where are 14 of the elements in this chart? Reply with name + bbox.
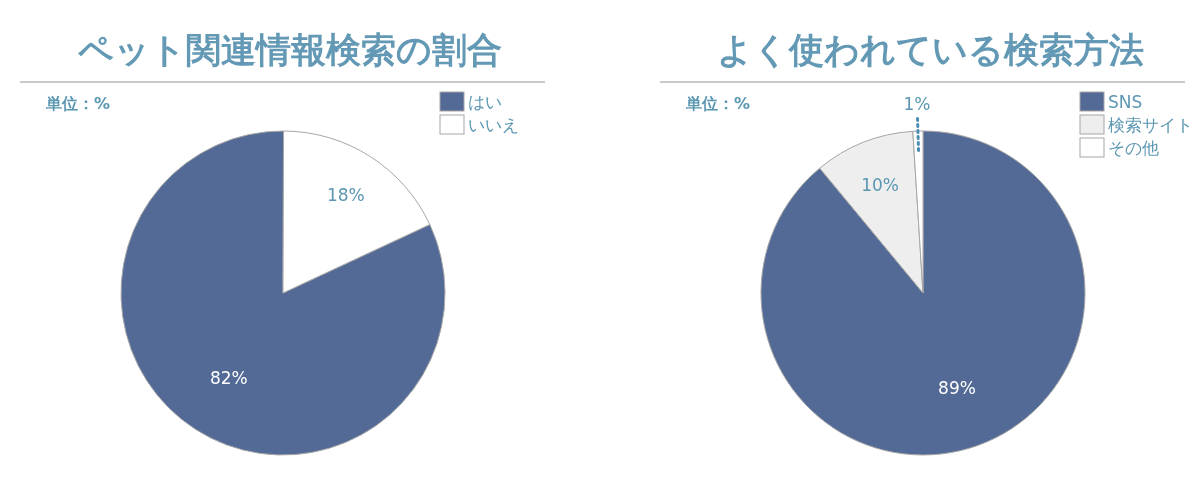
legend-label: その他 (1108, 138, 1159, 158)
legend-label: 検索サイト (1108, 115, 1193, 135)
data-label: 89% (938, 377, 976, 398)
legend-label: いいえ (468, 115, 519, 135)
chart-title: よく使われている検索方法 (716, 30, 1144, 70)
text: 単位：% (45, 93, 111, 113)
data-label: 82% (209, 367, 248, 388)
data-label: 10% (861, 174, 899, 195)
data-label: 1% (903, 93, 931, 114)
chart-title: ペット関連情報検索の割合 (77, 30, 502, 70)
data-label: 18% (326, 184, 365, 205)
text: 単位：% (685, 93, 751, 113)
legend-label: はい (468, 92, 502, 112)
legend-label: SNS (1108, 92, 1143, 112)
